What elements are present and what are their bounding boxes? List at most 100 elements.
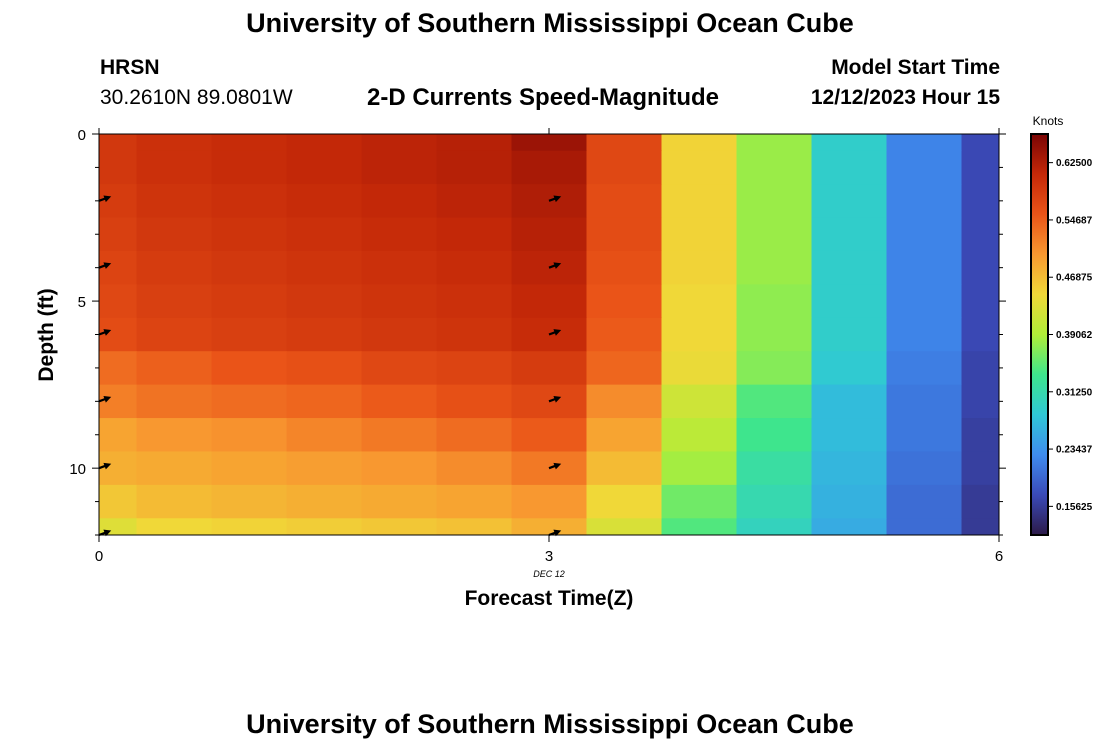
heatmap-cell xyxy=(136,284,212,319)
heatmap-cell xyxy=(886,518,962,536)
current-vector-arrow xyxy=(548,395,562,403)
heatmap-cell xyxy=(811,484,887,519)
heatmap-cell xyxy=(586,484,662,519)
heatmap-cell xyxy=(661,384,737,419)
heatmap-cell xyxy=(736,484,812,519)
colorbar-title: Knots xyxy=(1033,114,1064,128)
heatmap-cell xyxy=(511,418,587,452)
heatmap-cell xyxy=(136,250,212,285)
heatmap-cell xyxy=(661,418,737,452)
heatmap-cell xyxy=(586,451,662,486)
heatmap-cell xyxy=(286,317,362,352)
heatmap-cell xyxy=(286,384,362,419)
heatmap-cell xyxy=(961,384,1000,419)
current-vectors xyxy=(98,195,562,537)
heatmap-cell xyxy=(886,217,962,252)
heatmap-cell xyxy=(99,418,137,452)
heatmap-cell xyxy=(811,284,887,319)
heatmap-cell xyxy=(736,518,812,536)
heatmap-cell xyxy=(286,184,362,219)
heatmap-cell xyxy=(961,150,1000,185)
heatmap-cell xyxy=(811,418,887,452)
heatmap-cell xyxy=(99,351,137,386)
heatmap-cell xyxy=(136,518,212,536)
heatmap-cell xyxy=(286,418,362,452)
heatmap-cell xyxy=(436,451,512,486)
heatmap-cell xyxy=(886,317,962,352)
heatmap-cell xyxy=(511,217,587,252)
heatmap-cell xyxy=(736,134,812,152)
heatmap-cell xyxy=(511,351,587,386)
heatmap-cell xyxy=(136,484,212,519)
heatmap-cell xyxy=(286,150,362,185)
heatmap-cell xyxy=(511,518,587,536)
footer-title: University of Southern Mississippi Ocean… xyxy=(246,709,854,739)
heatmap-cell xyxy=(811,351,887,386)
heatmap-cell xyxy=(736,351,812,386)
heatmap-cell xyxy=(436,351,512,386)
heatmap-cell xyxy=(436,518,512,536)
heatmap-cell xyxy=(211,317,287,352)
heatmap-cell xyxy=(811,518,887,536)
heatmap-cell xyxy=(586,150,662,185)
heatmap-cell xyxy=(586,384,662,419)
station-coordinates: 30.2610N 89.0801W xyxy=(100,86,293,109)
current-vector-arrow xyxy=(98,395,112,403)
heatmap-cell xyxy=(736,418,812,452)
heatmap-cell xyxy=(136,351,212,386)
heatmap-cell xyxy=(811,451,887,486)
heatmap-cell xyxy=(661,284,737,319)
current-vector-arrow xyxy=(548,462,562,470)
current-vector-arrow xyxy=(98,329,112,336)
heatmap-cell xyxy=(99,150,137,185)
heatmap-cell xyxy=(811,250,887,285)
x-tick-label: 0 xyxy=(95,548,103,565)
heatmap-cell xyxy=(961,418,1000,452)
heatmap-cell xyxy=(436,284,512,319)
heatmap-cell xyxy=(886,150,962,185)
model-start-label: Model Start Time xyxy=(831,56,1000,79)
heatmap-cell xyxy=(286,250,362,285)
chart-subtitle: 2-D Currents Speed-Magnitude xyxy=(367,84,720,111)
heatmap-cell xyxy=(736,317,812,352)
heatmap-cell xyxy=(511,284,587,319)
heatmap-cell xyxy=(961,484,1000,519)
heatmap-cell xyxy=(436,317,512,352)
heatmap-cell xyxy=(361,418,437,452)
heatmap-cell xyxy=(436,134,512,152)
heatmap-cell xyxy=(361,250,437,285)
heatmap-cell xyxy=(736,250,812,285)
heatmap-cell xyxy=(211,451,287,486)
heatmap-cell xyxy=(136,418,212,452)
heatmap-cell xyxy=(811,384,887,419)
heatmap-cell xyxy=(586,284,662,319)
heatmap-cell xyxy=(811,317,887,352)
heatmap-cell xyxy=(736,217,812,252)
heatmap-cell xyxy=(211,250,287,285)
heatmap-cell xyxy=(811,184,887,219)
heatmap-cell xyxy=(661,317,737,352)
heatmap-cell xyxy=(436,418,512,452)
heatmap-cell xyxy=(136,134,212,152)
heatmap-cell xyxy=(286,484,362,519)
current-vector-arrow xyxy=(548,262,562,269)
heatmap-cell xyxy=(961,518,1000,536)
heatmap-cell xyxy=(361,317,437,352)
heatmap-cell xyxy=(361,351,437,386)
current-vector-arrow xyxy=(98,262,112,269)
heatmap-cell xyxy=(586,250,662,285)
x-tick-label: 6 xyxy=(995,548,1003,565)
heatmap-cell xyxy=(286,217,362,252)
heatmap-cell xyxy=(811,150,887,185)
model-start-time: 12/12/2023 Hour 15 xyxy=(810,86,1000,109)
y-tick-label: 0 xyxy=(78,127,86,144)
station-name: HRSN xyxy=(100,56,160,79)
heatmap-cell xyxy=(436,250,512,285)
heatmap-cell xyxy=(511,484,587,519)
heatmap-cell xyxy=(286,134,362,152)
x-axis-label: Forecast Time(Z) xyxy=(465,587,634,610)
heatmap-cell xyxy=(661,217,737,252)
heatmap-cell xyxy=(361,284,437,319)
heatmap-cell xyxy=(136,184,212,219)
heatmap-cell xyxy=(511,134,587,152)
